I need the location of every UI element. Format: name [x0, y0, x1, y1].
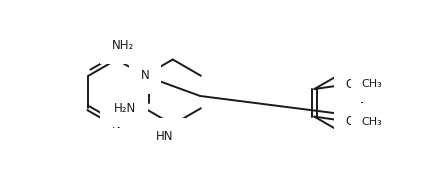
Text: N: N: [112, 118, 121, 131]
Text: CH₃: CH₃: [362, 79, 382, 89]
Text: NH₂: NH₂: [111, 39, 134, 52]
Text: HN: HN: [156, 130, 174, 143]
Text: O: O: [346, 115, 355, 128]
Text: H₂N: H₂N: [114, 102, 136, 115]
Text: N: N: [140, 69, 149, 82]
Text: CH₃: CH₃: [362, 117, 382, 127]
Text: O: O: [346, 78, 355, 91]
